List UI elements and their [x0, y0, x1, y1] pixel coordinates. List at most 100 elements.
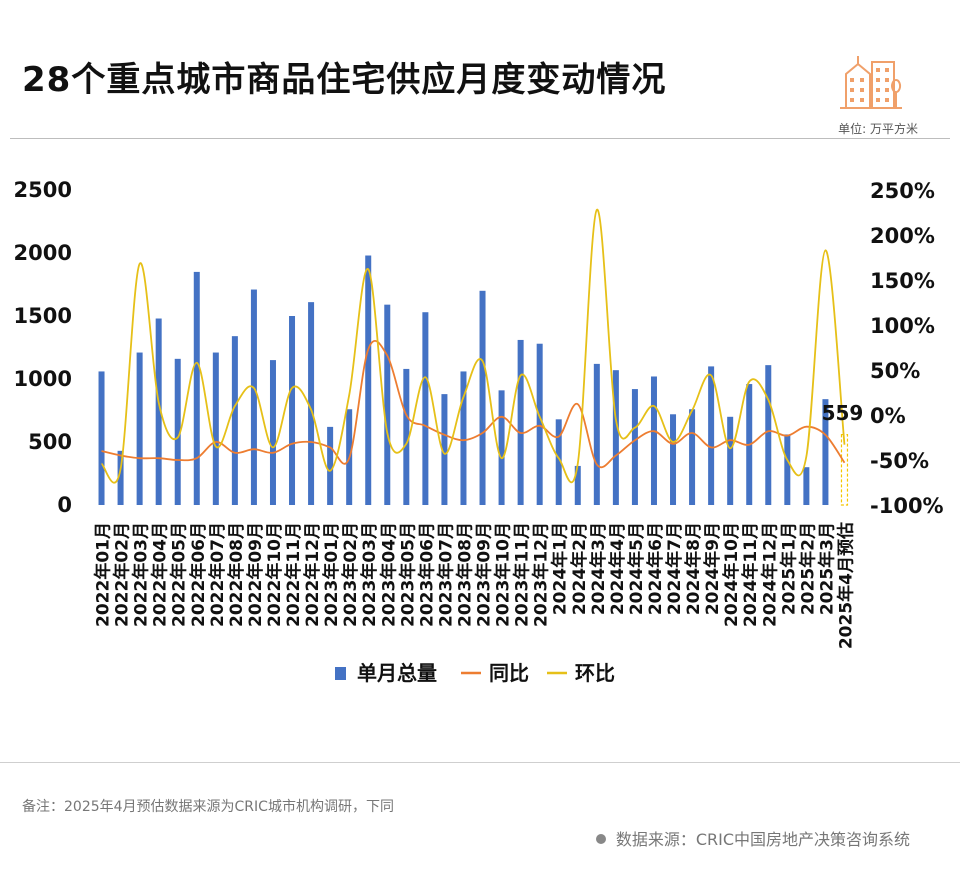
x-tick-9: 2022年10月 [264, 522, 285, 627]
x-tick-33: 2024年10月 [721, 522, 742, 627]
data-source-text: 数据来源：CRIC中国房地产决策咨询系统 [615, 830, 910, 849]
x-tick-36: 2025年1月 [778, 522, 799, 615]
bar-24 [555, 419, 562, 505]
x-tick-28: 2024年5月 [626, 522, 647, 615]
legend-label-2: 环比 [575, 661, 615, 685]
legend-swatch-bar [335, 667, 346, 680]
right-tick-3: 50% [870, 359, 920, 383]
x-tick-18: 2023年07月 [435, 522, 456, 627]
x-tick-26: 2024年3月 [588, 522, 609, 615]
line-series-group [100, 208, 846, 484]
x-tick-37: 2025年2月 [797, 522, 818, 615]
right-tick-7: 250% [870, 179, 935, 203]
left-tick-2: 1000 [14, 367, 72, 391]
left-tick-0: 0 [57, 493, 72, 517]
x-tick-1: 2022年02月 [112, 522, 133, 627]
x-tick-31: 2024年8月 [683, 522, 704, 615]
x-tick-12: 2023年01月 [321, 522, 342, 627]
bar-39 [840, 433, 849, 506]
footnote: 备注：2025年4月预估数据来源为CRIC城市机构调研，下同 [22, 799, 394, 815]
bar-26 [593, 363, 600, 505]
x-tick-27: 2024年4月 [607, 522, 628, 615]
bar-9 [269, 360, 276, 505]
footer-divider [0, 762, 960, 763]
bar-28 [631, 389, 638, 505]
bar-3 [155, 318, 162, 505]
right-axis: -100% -50% 0% 50% 100% 150% 200% 250% [870, 179, 944, 518]
right-tick-2: 0% [870, 404, 906, 428]
x-tick-25: 2024年2月 [569, 522, 590, 615]
page-title: 28个重点城市商品住宅供应月度变动情况 [22, 60, 667, 100]
x-tick-0: 2022年01月 [93, 522, 114, 627]
x-tick-16: 2023年05月 [397, 522, 418, 627]
left-tick-3: 1500 [14, 304, 72, 328]
x-tick-2: 2022年03月 [131, 522, 152, 627]
bar-32 [708, 366, 715, 505]
x-tick-4: 2022年05月 [169, 522, 190, 627]
bar-11 [308, 302, 315, 505]
x-tick-15: 2023年04月 [378, 522, 399, 627]
bullet-icon [595, 834, 606, 844]
x-tick-6: 2022年07月 [207, 522, 228, 627]
x-tick-11: 2022年12月 [302, 522, 323, 627]
x-tick-30: 2024年7月 [664, 522, 685, 615]
legend-label-0: 单月总量 [357, 661, 437, 685]
left-tick-1: 500 [28, 430, 72, 454]
bar-21 [498, 390, 505, 505]
x-tick-38: 2025年3月 [816, 522, 837, 615]
right-tick-0: -100% [870, 494, 944, 518]
bar-20 [479, 290, 486, 505]
supply-chart: 0 500 1000 1500 2000 2500 -100% -50% 0% 50% 100% 1… [14, 178, 944, 685]
bar-37 [803, 467, 810, 505]
bar-18 [441, 394, 448, 505]
bar-14 [365, 255, 372, 505]
x-tick-19: 2023年08月 [454, 522, 475, 627]
bar-27 [612, 370, 619, 505]
right-tick-1: -50% [870, 449, 929, 473]
data-labels: 559 [822, 401, 864, 425]
bar-series-group [98, 255, 849, 506]
left-tick-5: 2500 [14, 178, 72, 202]
bar-38 [822, 399, 829, 505]
bar-1 [117, 450, 124, 505]
bar-19 [460, 371, 467, 505]
right-tick-4: 100% [870, 314, 935, 338]
x-tick-20: 2023年09月 [474, 522, 495, 627]
bar-15 [384, 304, 391, 505]
left-axis: 0 500 1000 1500 2000 2500 [14, 178, 72, 517]
x-tick-13: 2023年02月 [340, 522, 361, 627]
city-buildings-icon [840, 56, 902, 109]
bar-23 [536, 343, 543, 505]
x-tick-3: 2022年04月 [150, 522, 171, 627]
bar-31 [689, 409, 696, 505]
right-tick-6: 200% [870, 224, 935, 248]
bar-33 [727, 416, 734, 505]
mom-line [100, 208, 846, 484]
bar-16 [403, 368, 410, 505]
x-tick-8: 2022年09月 [245, 522, 266, 627]
bar-4 [174, 358, 181, 505]
x-tick-23: 2023年12月 [531, 522, 552, 627]
x-tick-5: 2022年06月 [188, 522, 209, 627]
legend-label-1: 同比 [489, 661, 529, 685]
data-label-0: 559 [822, 401, 864, 425]
bar-0 [98, 371, 105, 505]
bar-7 [231, 336, 238, 505]
unit-label: 单位: 万平方米 [838, 122, 918, 136]
bar-25 [574, 465, 581, 505]
bar-5 [193, 271, 200, 505]
x-tick-21: 2023年10月 [493, 522, 514, 627]
x-tick-7: 2022年08月 [226, 522, 247, 627]
header-divider [10, 138, 950, 139]
data-source: 数据来源：CRIC中国房地产决策咨询系统 [595, 826, 910, 850]
bar-2 [136, 352, 143, 505]
x-tick-10: 2022年11月 [283, 522, 304, 627]
x-tick-35: 2024年12月 [759, 522, 780, 627]
bar-12 [327, 426, 334, 505]
x-tick-22: 2023年11月 [512, 522, 533, 627]
bar-17 [422, 312, 429, 505]
x-tick-32: 2024年9月 [702, 522, 723, 615]
bar-30 [670, 414, 677, 505]
bar-10 [289, 316, 296, 505]
x-tick-24: 2024年1月 [550, 522, 571, 615]
